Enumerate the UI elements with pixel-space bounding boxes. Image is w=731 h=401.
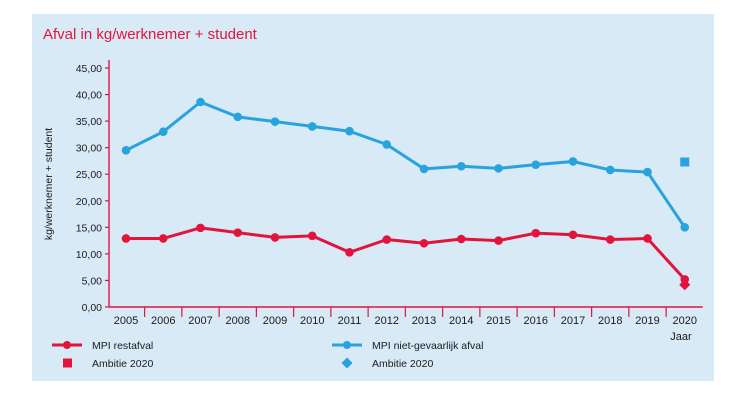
data-point bbox=[643, 234, 652, 243]
chart-title: Afval in kg/werknemer + student bbox=[43, 26, 258, 43]
x-tick-label: 2013 bbox=[412, 315, 436, 327]
x-tick-label: 2009 bbox=[263, 315, 287, 327]
data-point bbox=[121, 146, 131, 155]
data-point bbox=[233, 112, 243, 122]
data-point bbox=[419, 164, 429, 174]
data-point bbox=[345, 126, 354, 136]
target-diamond-marker bbox=[679, 279, 691, 291]
series-line-2 bbox=[125, 100, 686, 229]
axes bbox=[108, 60, 703, 308]
series-line-1 bbox=[126, 226, 686, 281]
x-tick-label: 2008 bbox=[226, 315, 250, 327]
x-tick-label: 2012 bbox=[375, 315, 399, 327]
x-tick-label: 2017 bbox=[561, 315, 585, 327]
data-point bbox=[680, 223, 690, 232]
legend-label: Ambitie 2020 bbox=[372, 358, 433, 370]
y-tick-label: 40,00 bbox=[76, 90, 102, 102]
legend: MPI restafval MPI niet-gevaarlijk afval Am… bbox=[52, 340, 483, 370]
legend-diamond-swatch bbox=[341, 357, 353, 369]
data-point bbox=[270, 117, 280, 126]
y-tick-label: 0,00 bbox=[82, 302, 103, 314]
x-tick-label: 2014 bbox=[449, 315, 473, 327]
data-point bbox=[643, 167, 652, 177]
y-tick-label: 45,00 bbox=[76, 63, 102, 75]
x-tick-label: 2007 bbox=[188, 315, 212, 327]
data-point bbox=[196, 97, 205, 107]
y-tick-label: 20,00 bbox=[76, 196, 102, 208]
data-point bbox=[456, 234, 466, 244]
data-point bbox=[382, 235, 392, 244]
x-tick-label: 2015 bbox=[486, 315, 510, 327]
legend-label: MPI niet-gevaarlijk afval bbox=[372, 340, 483, 352]
data-point bbox=[233, 228, 243, 237]
target-square-marker bbox=[680, 157, 690, 167]
data-point bbox=[568, 157, 578, 166]
data-point bbox=[494, 164, 503, 173]
data-point bbox=[568, 230, 578, 240]
line-chart: Afval in kg/werknemer + student kg/werkn… bbox=[43, 26, 703, 370]
data-point bbox=[158, 234, 168, 243]
y-tick-label: 15,00 bbox=[76, 222, 102, 234]
chart-panel: Afval in kg/werknemer + student kg/werkn… bbox=[32, 14, 714, 381]
legend-point-swatch bbox=[343, 341, 351, 349]
data-point bbox=[382, 140, 392, 149]
y-tick-label: 30,00 bbox=[76, 143, 102, 155]
x-tick-label: 2010 bbox=[300, 315, 324, 327]
y-tick-label: 25,00 bbox=[76, 169, 102, 181]
data-point bbox=[158, 127, 168, 137]
data-point bbox=[270, 233, 280, 242]
data-point bbox=[605, 165, 615, 175]
data-point bbox=[419, 238, 429, 248]
legend-label: Ambitie 2020 bbox=[92, 358, 153, 370]
x-tick-label: 2016 bbox=[524, 315, 548, 327]
x-tick-label: 2005 bbox=[114, 315, 138, 327]
data-point bbox=[121, 234, 131, 243]
data-point bbox=[456, 161, 466, 171]
x-axis-label: Jaar bbox=[670, 331, 692, 343]
y-tick-label: 10,00 bbox=[76, 249, 102, 261]
legend-square-swatch bbox=[63, 358, 72, 368]
series-layer bbox=[121, 97, 691, 291]
data-point bbox=[531, 160, 541, 169]
data-point bbox=[605, 235, 615, 244]
y-tick-label: 35,00 bbox=[76, 116, 102, 128]
x-tick-label: 2011 bbox=[338, 315, 362, 327]
x-tick-label: 2019 bbox=[635, 315, 659, 327]
x-tick-label: 2018 bbox=[598, 315, 622, 327]
data-point bbox=[307, 231, 317, 241]
y-tick-label: 5,00 bbox=[82, 275, 103, 287]
x-tick-label: 2006 bbox=[151, 315, 175, 327]
data-point bbox=[494, 236, 503, 245]
data-point bbox=[531, 228, 541, 238]
legend-point-swatch bbox=[63, 341, 71, 349]
x-ticks: 2005 2006 2007 2008 2009 2010 2011 2012 2013 2014… bbox=[114, 307, 697, 327]
y-ticks: 0,00 5,00 10,00 15,00 20,00 25,00 30,00 35,00 40… bbox=[76, 63, 109, 314]
y-axis-label: kg/werknemer + student bbox=[43, 128, 55, 240]
legend-label: MPI restafval bbox=[92, 340, 153, 352]
x-tick-label: 2020 bbox=[673, 315, 697, 327]
data-point bbox=[196, 223, 205, 233]
data-point bbox=[345, 247, 354, 257]
data-point bbox=[307, 122, 317, 131]
